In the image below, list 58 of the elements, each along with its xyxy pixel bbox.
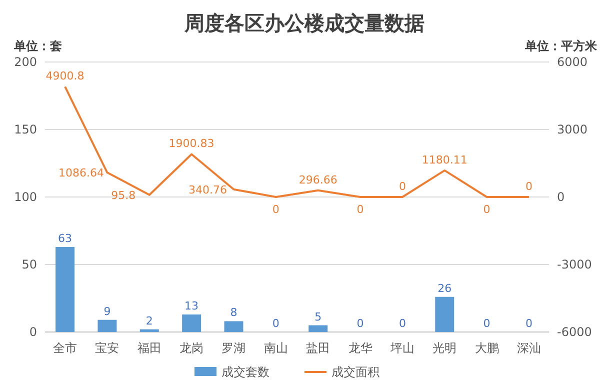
data-label: 95.8 (111, 188, 136, 202)
data-label: 5 (314, 310, 322, 324)
data-label: 4900.8 (46, 70, 84, 83)
legend-label: 成交套数 (222, 365, 270, 379)
x-tick-label: 深汕 (516, 341, 541, 355)
y-tick-label: 100 (14, 190, 37, 204)
x-tick-label: 龙华 (348, 341, 372, 355)
data-label: 296.66 (298, 173, 338, 186)
y2-axis-title: 单位：平方米 (524, 39, 598, 53)
y-tick-label: 0 (29, 325, 37, 340)
data-label: 0 (483, 317, 490, 330)
data-label: 0 (356, 317, 364, 330)
data-label: 0 (272, 317, 280, 330)
x-tick-label: 福田 (137, 341, 162, 355)
y2-tick-label: 3000 (557, 122, 588, 137)
data-label: 1180.11 (422, 153, 468, 166)
x-tick-label: 坪山 (389, 341, 414, 355)
data-label: 0 (398, 180, 406, 193)
bar (56, 246, 75, 332)
bar (98, 320, 117, 332)
x-tick-label: 龙岗 (180, 341, 204, 355)
bar (224, 321, 244, 332)
data-label: 2 (146, 314, 153, 328)
x-tick-label: 光明 (432, 341, 457, 355)
bar (140, 329, 159, 332)
y2-tick-label: -3000 (557, 258, 592, 272)
data-label: 8 (230, 306, 238, 320)
data-label: 1086.64 (58, 166, 104, 180)
chart-title: 周度各区办公楼成交量数据 (184, 11, 424, 35)
data-label: 63 (58, 232, 72, 245)
y-tick-label: 50 (22, 258, 37, 272)
data-label: 0 (525, 317, 532, 330)
data-label: 0 (356, 203, 364, 216)
bar (435, 296, 454, 332)
legend-label: 成交面积 (332, 365, 380, 379)
x-tick-label: 宝安 (95, 341, 120, 355)
data-label: 26 (438, 282, 452, 295)
x-tick-label: 盐田 (306, 341, 330, 355)
data-label: 340.76 (188, 183, 227, 196)
x-tick-label: 罗湖 (222, 341, 246, 355)
y2-tick-label: -6000 (557, 325, 592, 340)
data-label: 9 (104, 304, 111, 318)
data-label: 0 (398, 317, 406, 330)
y-tick-label: 200 (14, 55, 37, 70)
y-axis-title: 单位：套 (13, 39, 62, 53)
data-label: 0 (525, 180, 532, 193)
data-label: 13 (184, 299, 199, 312)
x-tick-label: 全市 (53, 341, 78, 355)
x-tick-label: 南山 (264, 341, 288, 355)
y2-tick-label: 6000 (557, 55, 588, 70)
bar (182, 314, 202, 332)
data-label: 0 (272, 203, 280, 216)
y2-tick-label: 0 (557, 190, 565, 204)
x-tick-label: 大鹏 (474, 341, 499, 355)
data-label: 1900.83 (168, 137, 214, 150)
bar (308, 325, 328, 332)
y-tick-label: 150 (14, 122, 37, 137)
data-label: 0 (483, 203, 490, 216)
